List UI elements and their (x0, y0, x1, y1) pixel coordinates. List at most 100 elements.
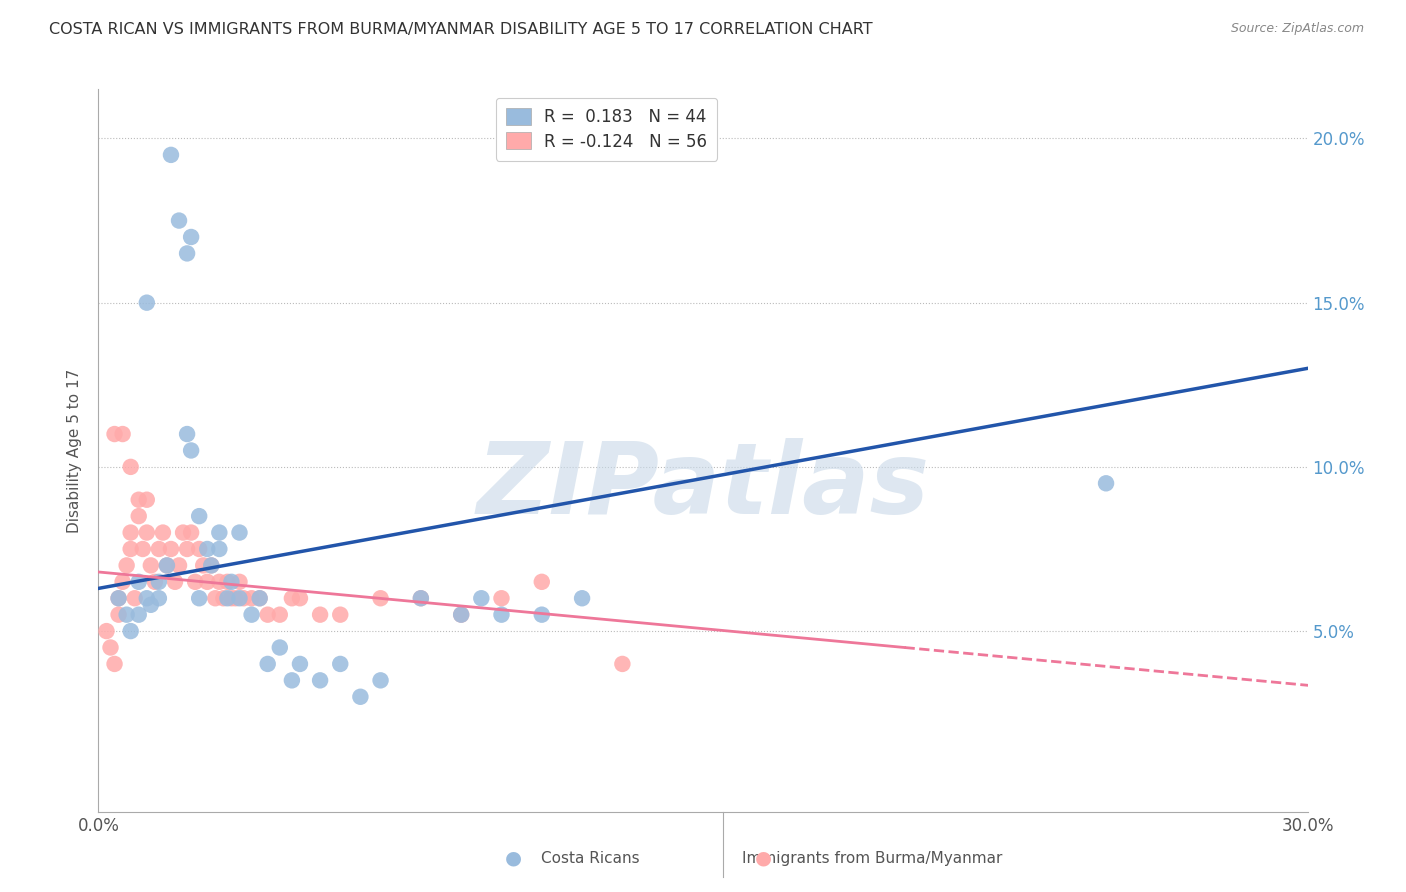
Point (120, 525, 142, 540)
Point (148, 574, 170, 589)
Point (160, 541, 183, 556)
Text: Costa Ricans: Costa Ricans (541, 851, 640, 865)
Point (167, 213, 190, 227)
Point (228, 574, 250, 589)
Point (228, 525, 250, 540)
Point (135, 591, 157, 606)
Point (309, 673, 332, 688)
Point (571, 591, 593, 606)
Text: Immigrants from Burma/Myanmar: Immigrants from Burma/Myanmar (741, 851, 1002, 865)
Point (188, 509, 211, 524)
Point (208, 525, 231, 540)
Point (224, 591, 246, 606)
Point (107, 607, 129, 622)
Point (221, 574, 243, 589)
Point (612, 657, 634, 671)
Point (221, 591, 243, 606)
Point (188, 541, 211, 556)
Point (208, 541, 231, 556)
Point (115, 558, 138, 573)
Point (143, 574, 166, 589)
Point (204, 591, 226, 606)
Point (470, 591, 492, 606)
Point (152, 525, 174, 540)
Legend: R =  0.183   N = 44, R = -0.124   N = 56: R = 0.183 N = 44, R = -0.124 N = 56 (495, 97, 717, 161)
Point (107, 591, 129, 606)
Point (124, 591, 146, 606)
Point (100, 640, 122, 655)
Text: ZIPatlas: ZIPatlas (477, 438, 929, 535)
Point (370, 591, 392, 606)
Point (156, 558, 179, 573)
Point (120, 459, 142, 474)
Point (212, 591, 235, 606)
Point (176, 246, 198, 260)
Text: COSTA RICAN VS IMMIGRANTS FROM BURMA/MYANMAR DISABILITY AGE 5 TO 17 CORRELATION : COSTA RICAN VS IMMIGRANTS FROM BURMA/MYA… (49, 22, 873, 37)
Point (309, 607, 332, 622)
Point (281, 673, 304, 688)
Point (128, 492, 150, 507)
Point (115, 607, 138, 622)
Point (111, 574, 134, 589)
Point (176, 541, 198, 556)
Point (184, 574, 207, 589)
Point (148, 541, 170, 556)
Point (409, 591, 432, 606)
Y-axis label: Disability Age 5 to 17: Disability Age 5 to 17 (67, 368, 83, 533)
Point (135, 295, 157, 310)
Text: ●: ● (755, 848, 772, 868)
Point (269, 607, 291, 622)
Point (163, 574, 186, 589)
Point (256, 607, 278, 622)
Point (491, 591, 513, 606)
Point (107, 591, 129, 606)
Point (132, 541, 155, 556)
Point (193, 558, 215, 573)
Point (329, 657, 352, 671)
Point (180, 230, 202, 244)
Point (120, 541, 142, 556)
Point (128, 607, 150, 622)
Point (228, 591, 250, 606)
Point (240, 607, 263, 622)
Point (349, 690, 371, 704)
Point (139, 598, 162, 612)
Point (1095, 476, 1118, 491)
Point (135, 525, 157, 540)
Text: ●: ● (505, 848, 522, 868)
Point (256, 657, 278, 671)
Point (409, 591, 432, 606)
Point (217, 591, 239, 606)
Point (200, 558, 222, 573)
Point (128, 574, 150, 589)
Point (530, 607, 553, 622)
Point (160, 148, 183, 162)
Text: Source: ZipAtlas.com: Source: ZipAtlas.com (1230, 22, 1364, 36)
Point (530, 574, 553, 589)
Point (195, 574, 218, 589)
Point (172, 525, 194, 540)
Point (111, 427, 134, 442)
Point (249, 591, 271, 606)
Point (232, 591, 254, 606)
Point (180, 525, 202, 540)
Point (329, 607, 352, 622)
Point (128, 509, 150, 524)
Point (195, 541, 218, 556)
Point (156, 558, 179, 573)
Point (180, 443, 202, 458)
Point (450, 607, 472, 622)
Point (176, 427, 198, 442)
Point (208, 574, 231, 589)
Point (103, 427, 125, 442)
Point (288, 657, 311, 671)
Point (217, 574, 239, 589)
Point (139, 558, 162, 573)
Point (288, 591, 311, 606)
Point (281, 591, 304, 606)
Point (491, 607, 513, 622)
Point (167, 558, 190, 573)
Point (188, 591, 211, 606)
Point (450, 607, 472, 622)
Point (120, 624, 142, 639)
